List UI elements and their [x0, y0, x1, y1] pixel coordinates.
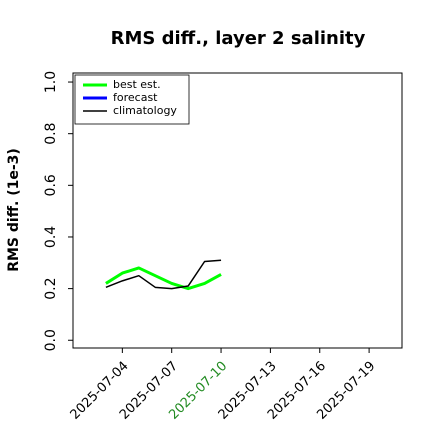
legend-label: forecast [113, 91, 158, 104]
y-axis-label: RMS diff. (1e-3) [6, 148, 22, 272]
chart-title: RMS diff., layer 2 salinity [111, 28, 366, 49]
series-line [105, 266, 222, 291]
y-tick-label: 0.2 [43, 277, 59, 299]
y-tick-label: 0.6 [43, 174, 59, 196]
y-tick-label: 1.0 [43, 71, 59, 93]
y-tick-label: 0.4 [43, 226, 59, 248]
series-line [105, 259, 222, 290]
legend-label: climatology [113, 104, 177, 117]
plot-frame [72, 72, 403, 349]
y-tick-label: 0.0 [43, 329, 59, 351]
y-tick-label: 0.8 [43, 123, 59, 145]
legend-label: best est. [113, 78, 161, 91]
